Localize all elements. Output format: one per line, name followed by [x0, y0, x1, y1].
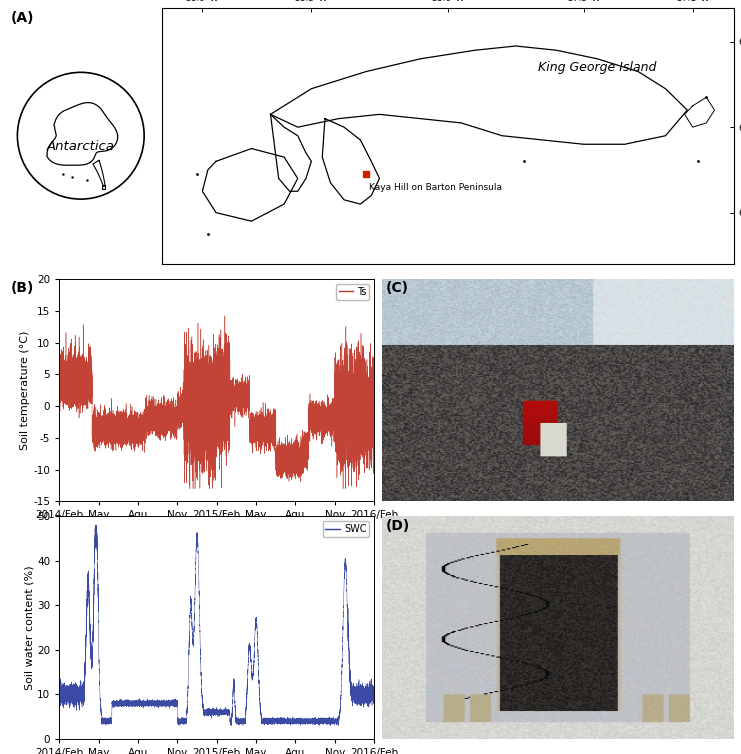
Polygon shape: [93, 161, 105, 187]
Bar: [102, 185, 105, 189]
Legend: Ts: Ts: [336, 284, 369, 299]
Text: King George Island: King George Island: [538, 61, 657, 74]
Text: (D): (D): [385, 519, 410, 533]
Text: (C): (C): [385, 281, 408, 296]
Polygon shape: [270, 115, 311, 192]
Polygon shape: [270, 46, 688, 144]
Text: (A): (A): [11, 11, 35, 26]
Text: (B): (B): [11, 281, 35, 296]
Polygon shape: [322, 118, 379, 204]
Polygon shape: [202, 149, 298, 221]
Y-axis label: Soil water content (%): Soil water content (%): [24, 566, 34, 690]
Legend: SWC: SWC: [322, 521, 369, 537]
Y-axis label: Soil temperature (°C): Soil temperature (°C): [21, 330, 30, 450]
X-axis label: Time (month): Time (month): [179, 523, 255, 533]
Polygon shape: [47, 103, 118, 165]
Text: Kaya Hill on Barton Peninsula: Kaya Hill on Barton Peninsula: [368, 182, 502, 192]
Polygon shape: [685, 97, 714, 127]
Text: Antarctica: Antarctica: [47, 139, 115, 153]
